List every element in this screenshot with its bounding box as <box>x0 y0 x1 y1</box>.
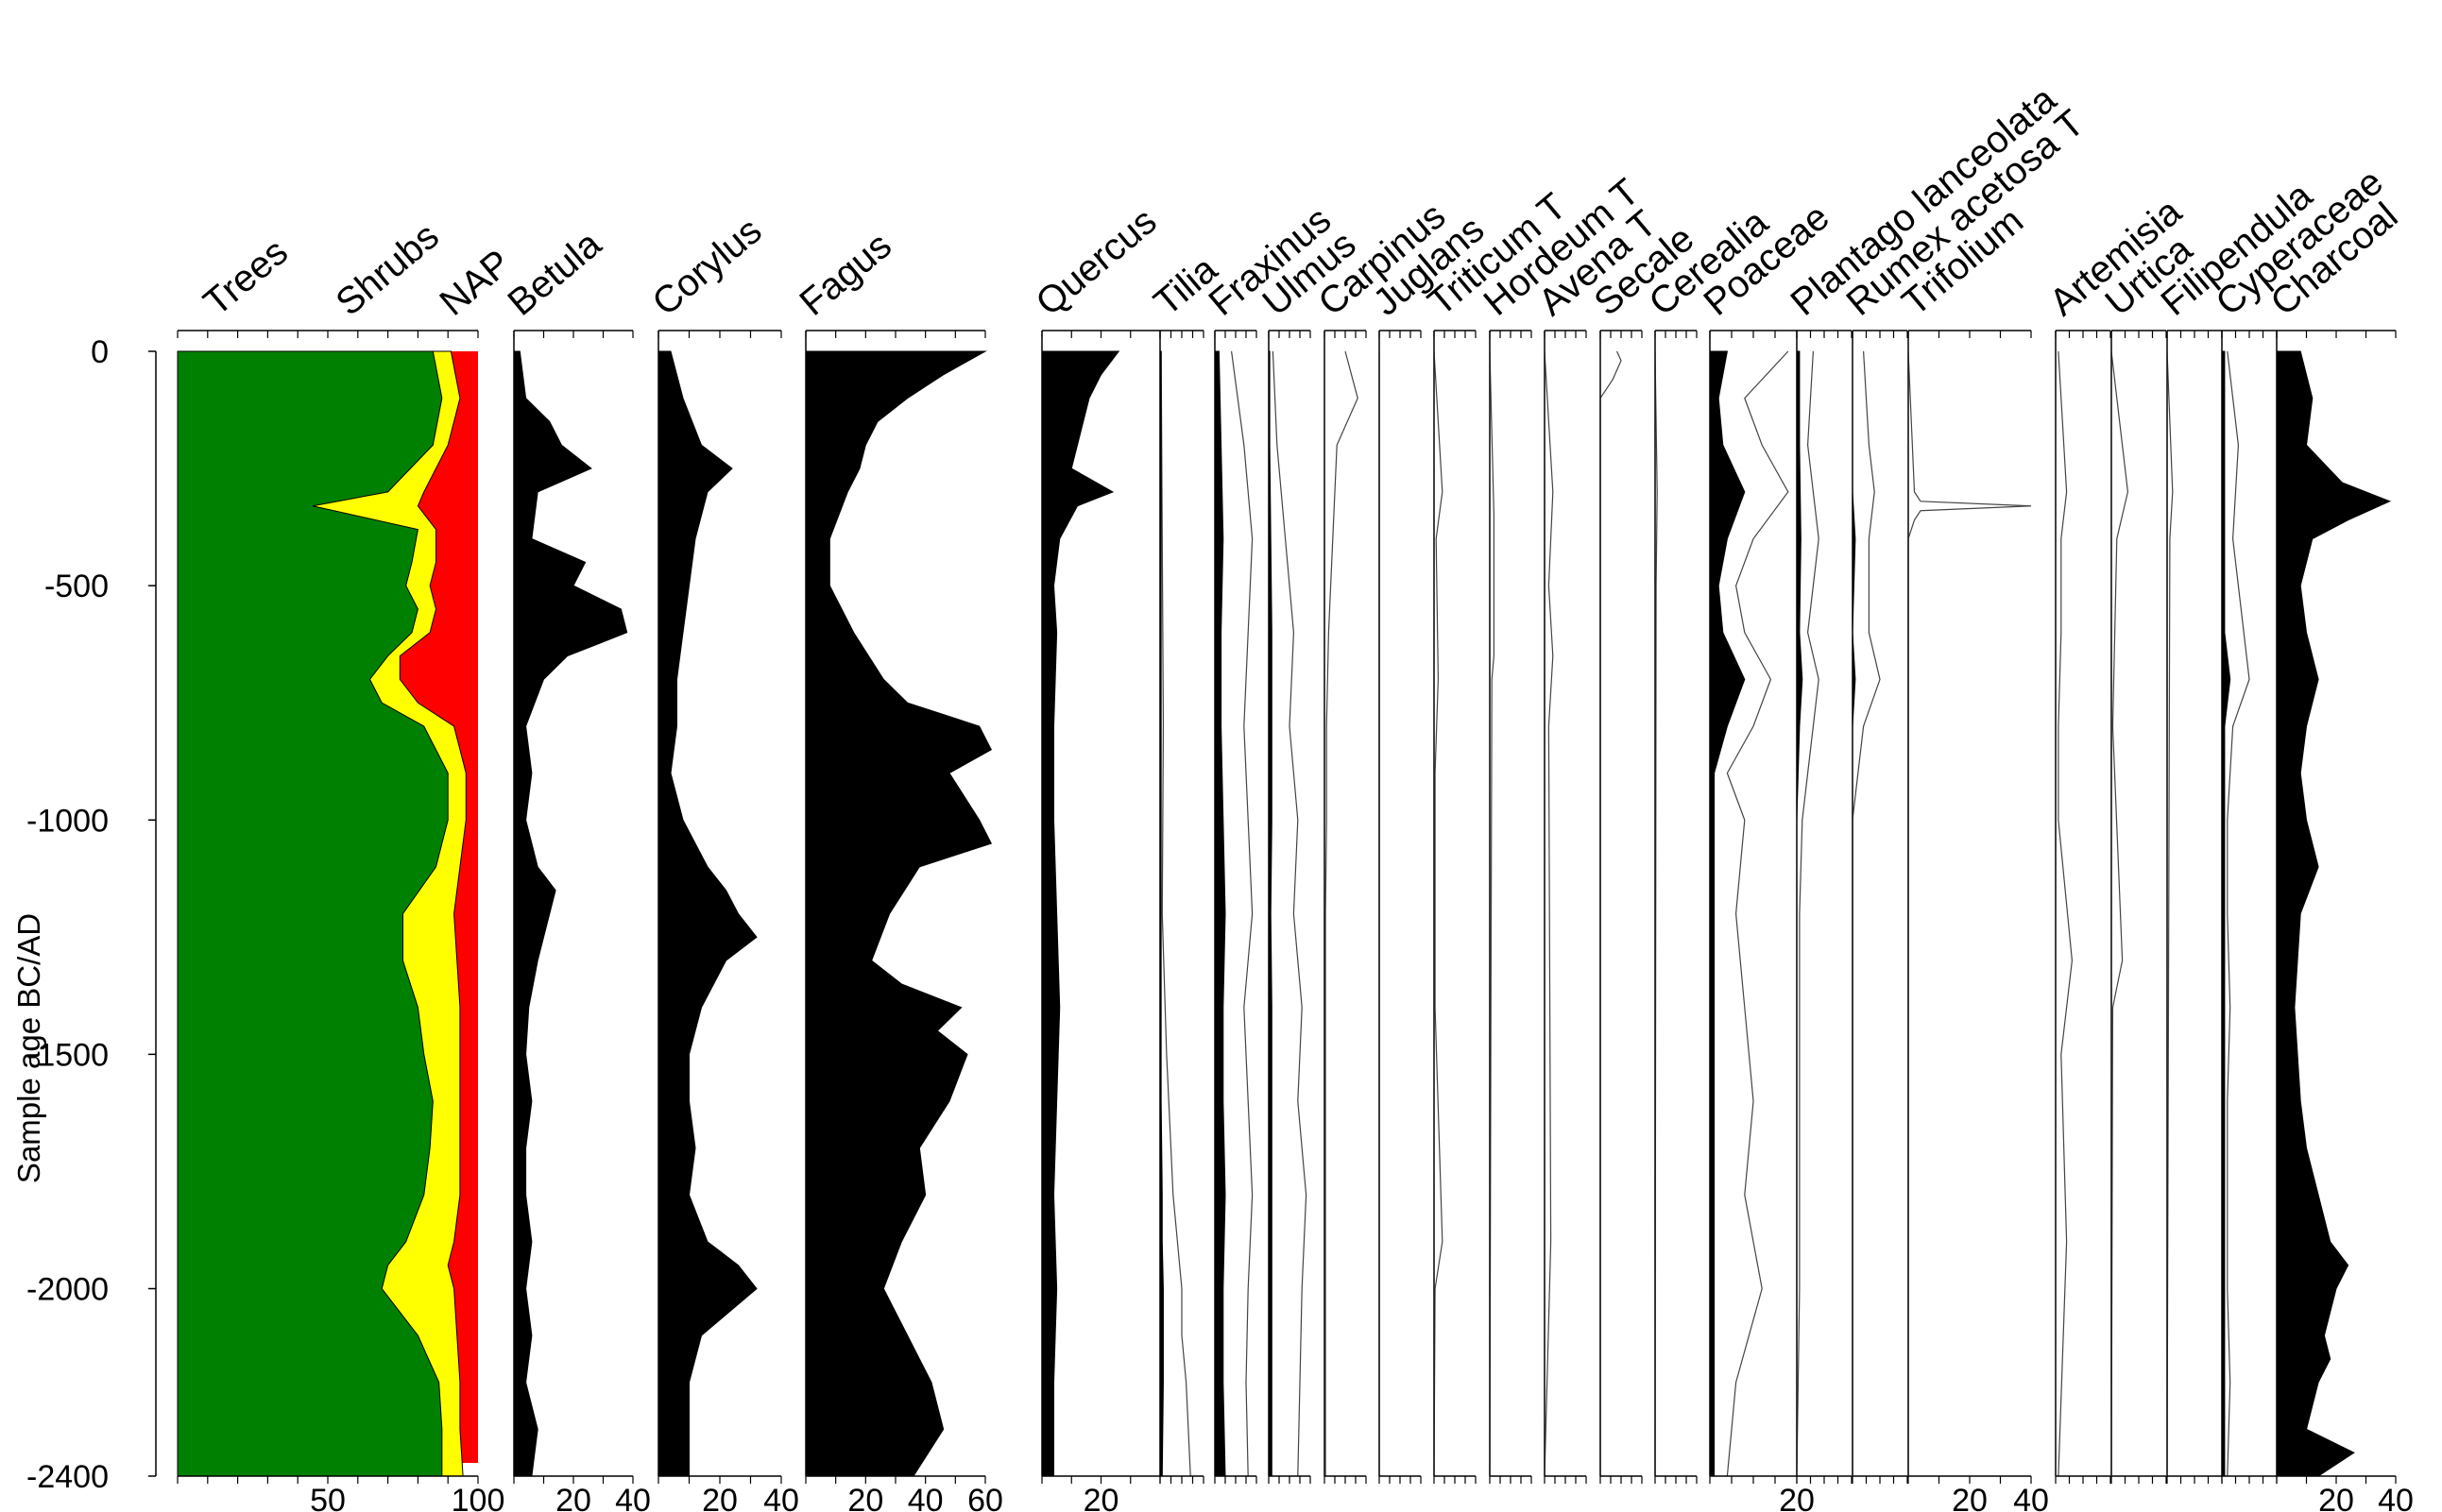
series-label-trees: Trees <box>196 230 296 323</box>
panel-cerealia: Cerealia <box>1642 201 1776 1484</box>
fagus-x-tick-label: 60 <box>967 1483 1003 1512</box>
series-label-nap: NAP <box>433 242 519 324</box>
quercus-title: Quercus <box>1029 200 1165 324</box>
age-axis: Sample age BC/AD 0 -500 -1000 -1500 -2000 -24… <box>11 334 157 1495</box>
plantago-lanceolata-exaggeration-line <box>1796 350 1819 1477</box>
series-label-shrubs: Shrubs <box>329 215 447 324</box>
y-tick-label: -500 <box>44 569 109 604</box>
artemisia-exaggeration-line <box>2058 350 2074 1477</box>
panel-quercus: 20 Quercus <box>1029 200 1165 1512</box>
corylus-title: Corylus <box>645 210 770 324</box>
betula-silhouette <box>513 350 628 1477</box>
triticum-t-exaggeration-line <box>1433 350 1443 1477</box>
charcoal-x-tick-label: 40 <box>2378 1483 2414 1512</box>
y-tick-label: -2400 <box>26 1459 109 1495</box>
betula-x-tick-label: 20 <box>555 1483 591 1512</box>
carpinus-exaggeration-line <box>1324 350 1358 1476</box>
panel-ulmus: Ulmus <box>1255 223 1364 1484</box>
y-tick-label: -2000 <box>26 1272 109 1308</box>
corylus-silhouette <box>657 350 758 1477</box>
ulmus-silhouette <box>1268 350 1272 1477</box>
trees-area <box>177 350 449 1477</box>
fagus-silhouette <box>805 350 993 1477</box>
secale-exaggeration-line <box>1599 350 1622 1476</box>
y-tick-label: 0 <box>91 334 109 370</box>
tilia-silhouette <box>1159 350 1164 1477</box>
quercus-silhouette <box>1041 350 1120 1477</box>
urtica-exaggeration-line <box>2110 350 2129 1477</box>
charcoal-silhouette <box>2276 350 2391 1477</box>
summary-x-tick-label: 50 <box>310 1483 346 1512</box>
cyperaceae-silhouette <box>2221 350 2231 1477</box>
panel-hordeum-t: Hordeum T <box>1477 171 1647 1484</box>
panel-tilia: Tilia <box>1147 248 1225 1484</box>
panel-avena-t: Avena T <box>1531 202 1665 1484</box>
trifolium-x-tick-label: 40 <box>2013 1483 2049 1512</box>
panel-secale: Secale <box>1587 218 1701 1484</box>
poaceae-x-tick-label: 20 <box>1779 1483 1815 1512</box>
ulmus-exaggeration-line <box>1272 350 1307 1477</box>
panel-triticum-t: Triticum T <box>1421 185 1574 1484</box>
filipendula-exaggeration-line <box>2166 350 2174 1477</box>
summary-x-tick-label: 100 <box>452 1483 505 1512</box>
trifolium-exaggeration-line <box>1907 350 2032 1476</box>
fraxinus-exaggeration-line <box>1231 350 1254 1477</box>
betula-x-tick-label: 40 <box>615 1483 651 1512</box>
panel-juglans: Juglans <box>1366 209 1492 1484</box>
corylus-x-tick-label: 40 <box>763 1483 799 1512</box>
quercus-x-tick-label: 20 <box>1084 1483 1119 1512</box>
rumex-acetosa-t-silhouette <box>1852 351 1856 1476</box>
fraxinus-silhouette <box>1214 350 1226 1477</box>
poaceae-exaggeration-line <box>1726 350 1789 1477</box>
panel-urtica: Urtica <box>2098 229 2200 1484</box>
fagus-x-tick-label: 40 <box>908 1483 944 1512</box>
tilia-exaggeration-line <box>1160 350 1191 1477</box>
panel-rumex-acetosa-t: Rumex acetosa T <box>1839 102 2092 1484</box>
panel-corylus: 20 40 Corylus <box>645 210 799 1512</box>
fagus-x-tick-label: 20 <box>847 1483 883 1512</box>
hordeum-t-exaggeration-line <box>1489 350 1494 1477</box>
y-tick-label: -1500 <box>26 1037 109 1073</box>
corylus-x-tick-label: 20 <box>702 1483 738 1512</box>
charcoal-x-tick-label: 20 <box>2318 1483 2354 1512</box>
plantago-lanceolata-silhouette <box>1796 350 1803 1476</box>
cyperaceae-exaggeration-line <box>2227 350 2250 1477</box>
y-axis-label: Sample age BC/AD <box>11 913 46 1183</box>
trifolium-x-tick-label: 20 <box>1952 1483 1988 1512</box>
y-tick-label: -1000 <box>26 803 109 839</box>
rumex-acetosa-t-exaggeration-line <box>1852 350 1881 1476</box>
poaceae-silhouette <box>1709 350 1746 1477</box>
cerealia-exaggeration-line <box>1654 350 1658 1477</box>
panel-fagus: 20 40 60 Fagus <box>793 225 1003 1512</box>
fagus-title: Fagus <box>793 225 899 324</box>
panel-carpinus: Carpinus <box>1311 195 1453 1484</box>
avena-t-exaggeration-line <box>1544 350 1554 1477</box>
